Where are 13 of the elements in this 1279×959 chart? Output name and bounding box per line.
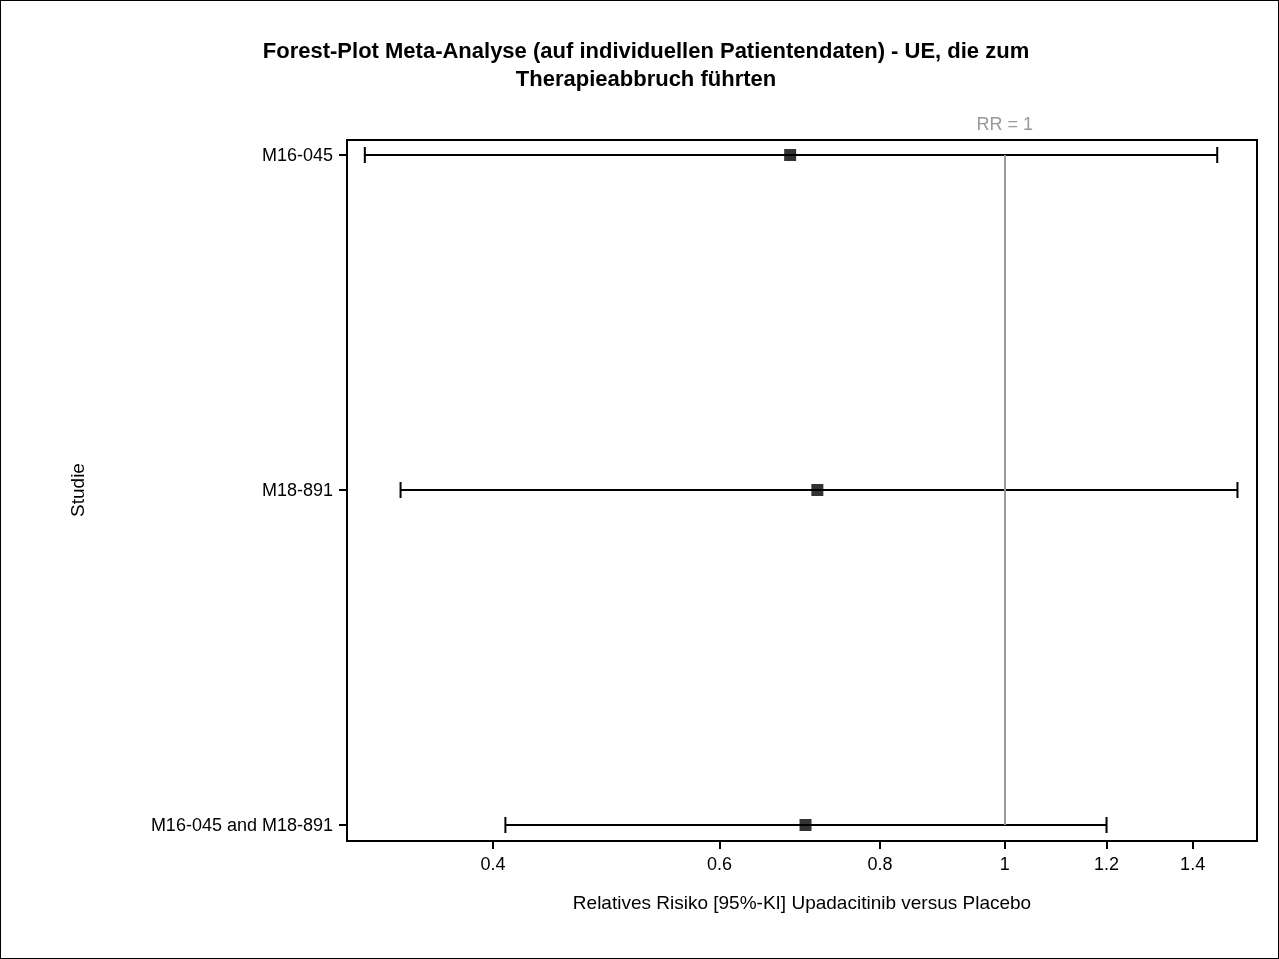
chart-title: Forest-Plot Meta-Analyse (auf individuellen Patientendaten) - UE, die zum Therapieabbruch führten bbox=[262, 37, 1030, 91]
x-tick-label: 0.6 bbox=[706, 854, 732, 874]
x-tick-label: 0.8 bbox=[867, 854, 893, 874]
ref-line-label: RR = 1 bbox=[976, 114, 1033, 134]
y-tick-label: M18-891 bbox=[261, 480, 333, 500]
x-tick-label: 1 bbox=[999, 854, 1010, 874]
x-tick-label: 1.4 bbox=[1180, 854, 1206, 874]
y-tick-label: M16-045 and M18-891 bbox=[150, 815, 333, 835]
x-tick-label: 0.4 bbox=[480, 854, 506, 874]
x-axis-title: Relatives Risiko [95%-KI] Upadacitinib versus Placebo bbox=[572, 892, 1032, 913]
x-tick-label: 1.2 bbox=[1094, 854, 1120, 874]
y-tick-label: M16-045 bbox=[261, 145, 333, 165]
y-axis-title: Studie bbox=[67, 463, 88, 517]
